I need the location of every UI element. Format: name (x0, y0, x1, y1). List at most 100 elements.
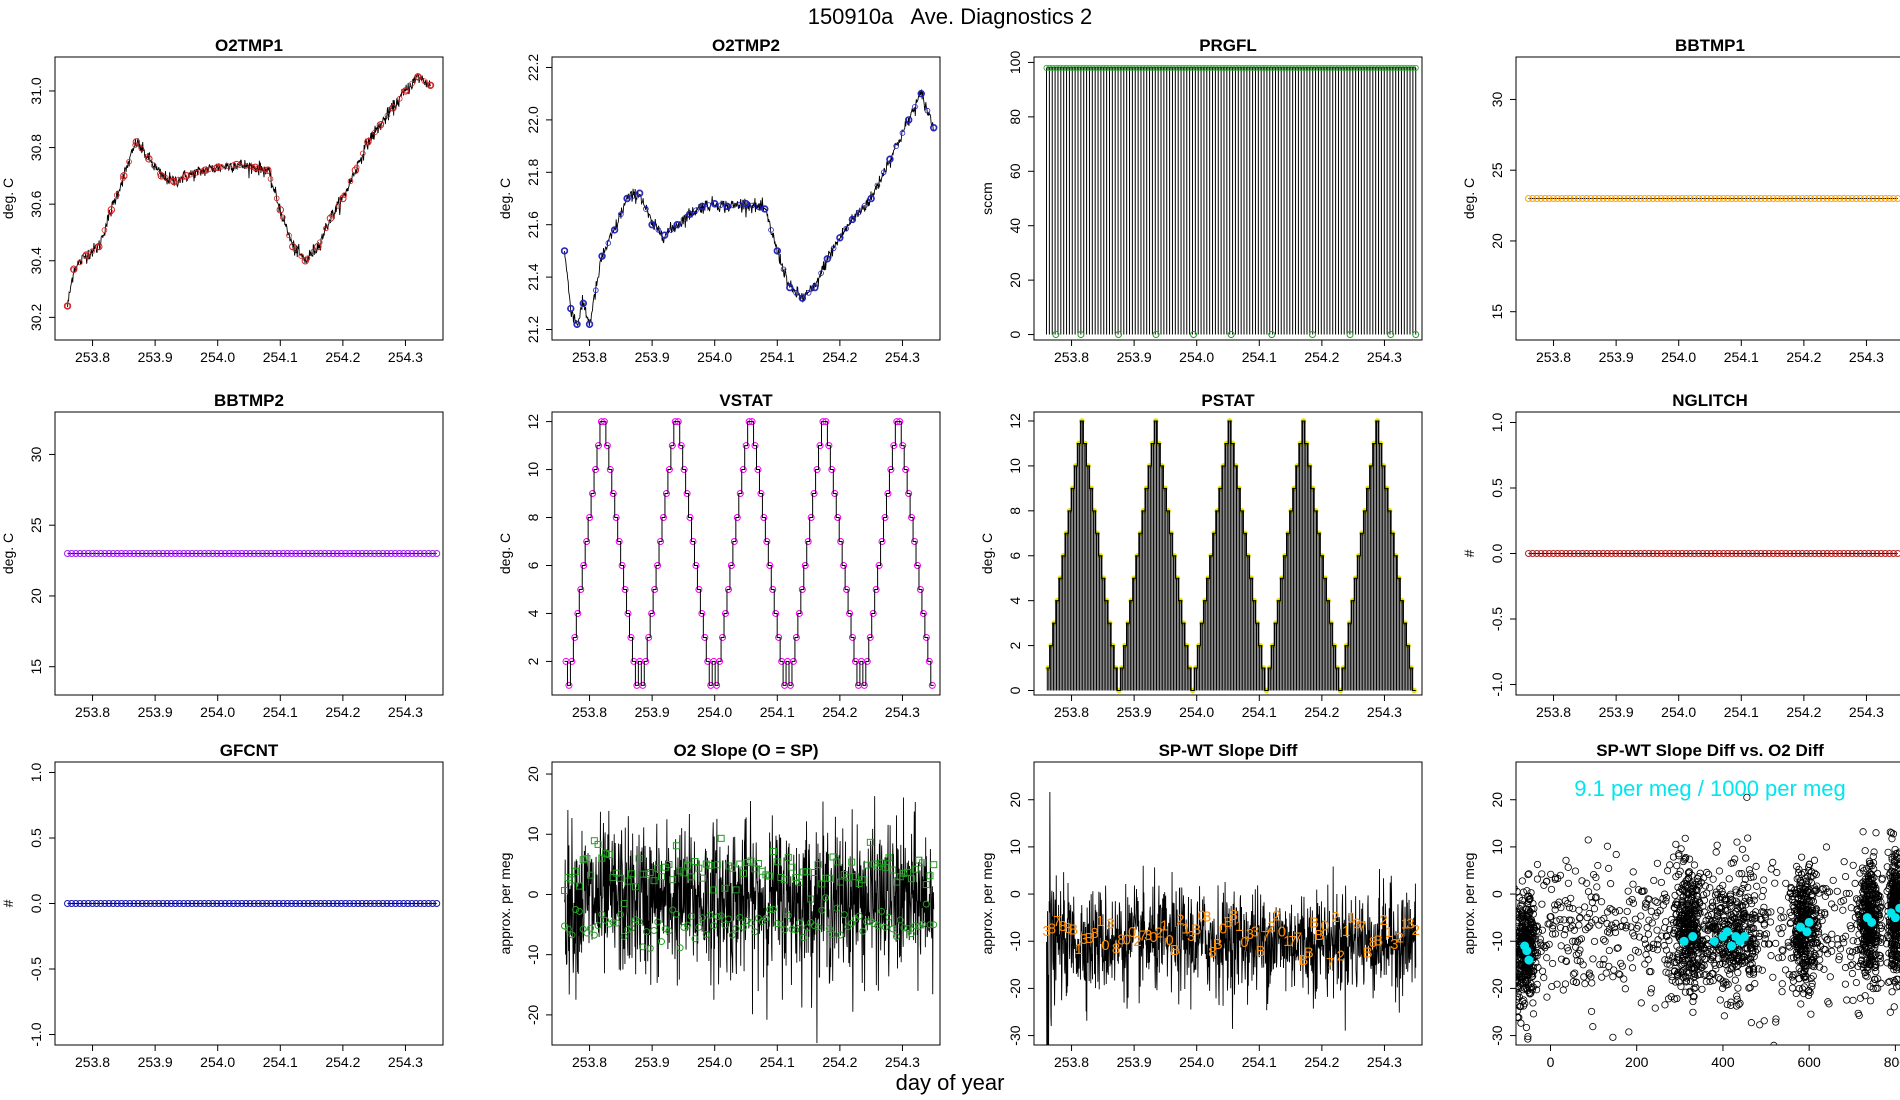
square-point (643, 870, 651, 878)
x-axis: 253.8 253.9 254.0 254.1 254.2 254.3 (1054, 340, 1402, 365)
scatter-point (1713, 909, 1721, 917)
data-point (1657, 550, 1665, 557)
scatter-point (1802, 906, 1811, 915)
data-point (1757, 550, 1765, 557)
scatter-point (1843, 996, 1851, 1004)
circle-point (564, 925, 572, 933)
scatter-point (1866, 905, 1874, 913)
scatter-point (1624, 887, 1632, 895)
scatter-point (1788, 896, 1796, 904)
y-tick-label: 20 (1007, 272, 1023, 288)
scatter-point (1877, 903, 1885, 911)
scatter-point (1738, 902, 1747, 910)
glyph-point: 1 (1160, 917, 1168, 934)
scatter-point (1805, 986, 1813, 995)
scatter-point (1556, 915, 1564, 924)
square-point (575, 882, 583, 890)
square-point (699, 874, 707, 882)
scatter-point (1898, 961, 1900, 967)
scatter-point (1786, 908, 1794, 916)
data-point (1873, 195, 1881, 202)
data-point (1695, 195, 1703, 202)
data-point (296, 550, 304, 557)
circle-point (825, 925, 833, 933)
data-point (122, 550, 130, 557)
scatter-point (1734, 984, 1742, 992)
scatter-point (1760, 931, 1768, 939)
scatter-point (1714, 945, 1723, 954)
data-point (84, 550, 92, 557)
trail-point (366, 137, 372, 144)
y-axis-label: sccm (979, 182, 995, 215)
data-point (689, 538, 697, 546)
glyph-point: 3 (1107, 915, 1115, 932)
scatter-point (1849, 937, 1857, 945)
scatter-point (1784, 893, 1793, 901)
x-tick-label: 254.0 (1661, 704, 1696, 720)
glyph-point: 2 (1176, 912, 1184, 929)
data-point (159, 550, 167, 557)
data-point (225, 550, 233, 557)
scatter-point (1756, 1021, 1764, 1029)
scatter-point (1737, 888, 1745, 896)
scatter-point (1540, 881, 1548, 889)
square-point (743, 859, 751, 867)
trail-point (893, 143, 899, 149)
scatter-point (1677, 914, 1685, 922)
scatter-point (1595, 921, 1603, 929)
scatter-point (1654, 936, 1662, 944)
scatter-point (1605, 925, 1614, 933)
data-point (358, 550, 366, 557)
scatter-point (1733, 1002, 1741, 1010)
x-axis: 253.8 253.9 254.0 254.1 254.2 254.3 (572, 695, 920, 720)
data-point (1836, 550, 1844, 557)
scatter-point (1694, 877, 1702, 885)
scatter-point (1679, 881, 1687, 889)
glyph-point: 0 (1149, 929, 1157, 946)
data-point (574, 609, 582, 617)
data-point (276, 206, 284, 214)
scatter-point (1653, 940, 1661, 949)
scatter-point (1690, 965, 1699, 973)
scatter-point (1800, 953, 1809, 961)
scatter-point (1888, 926, 1896, 934)
square-point (654, 864, 662, 872)
step-trace (1046, 420, 1416, 692)
plot-frame (1033, 761, 1423, 1046)
scatter-point (1533, 875, 1542, 883)
scatter-point (1551, 930, 1559, 938)
data-point (1778, 195, 1786, 202)
data-point (171, 900, 179, 907)
circle-point (822, 894, 830, 902)
data-point (426, 81, 435, 90)
circle-point (721, 921, 729, 929)
glyph-point: 1 (1342, 923, 1350, 940)
scatter-point (1690, 985, 1698, 993)
data-point (1865, 550, 1873, 557)
data-point (267, 900, 275, 907)
scatter-point (1716, 904, 1724, 913)
data-point (621, 585, 629, 593)
scatter-point (1731, 855, 1739, 863)
trail-point (812, 284, 818, 291)
y-tick-label: 1.0 (1489, 413, 1505, 433)
data-point (1819, 195, 1827, 202)
data-point (151, 550, 159, 557)
scatter-point (1820, 965, 1828, 973)
circle-point (579, 925, 587, 933)
scatter-point (1847, 953, 1855, 961)
data-point (1690, 550, 1698, 557)
circle-point (717, 912, 725, 920)
scatter-point (1873, 937, 1881, 945)
scatter-point (1807, 958, 1816, 966)
scatter-point (1576, 957, 1584, 965)
scatter-point (1517, 975, 1525, 983)
data-point (120, 172, 128, 180)
scatter-point (1689, 1008, 1697, 1016)
scatter-point (1622, 924, 1630, 932)
glyph-point: 8 (1208, 944, 1216, 961)
scatter-point (1876, 954, 1884, 963)
data-point (795, 609, 803, 617)
